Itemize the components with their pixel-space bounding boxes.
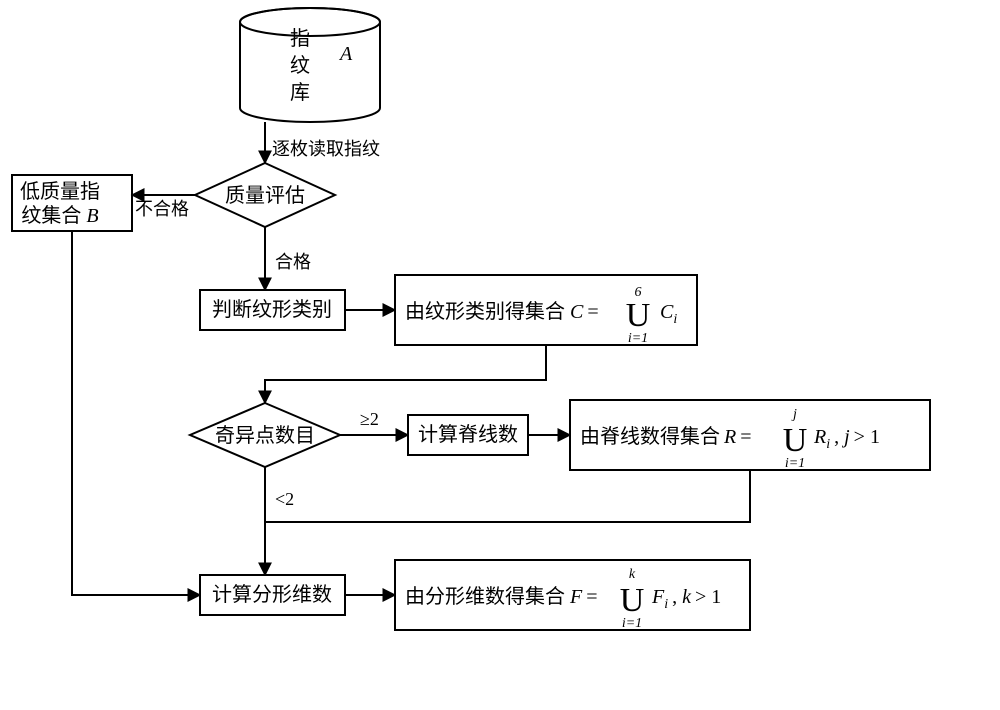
ridge-label: 计算脊线数: [418, 423, 518, 446]
setF-union: U: [620, 582, 645, 619]
singular-label: 奇异点数目: [215, 424, 315, 447]
quality-diamond: 质量评估: [195, 163, 335, 227]
edge-db-quality-label: 逐枚读取指纹: [272, 139, 380, 159]
pattern-label: 判断纹形类别: [212, 298, 332, 321]
edge-setC-singular: [265, 345, 546, 403]
setR-union-bot: i=1: [785, 456, 805, 471]
setC-text: 由纹形类别得集合 C =: [405, 300, 599, 323]
db-line3: 库: [290, 81, 310, 104]
edge-lowq-fractal: [72, 231, 200, 595]
pattern-rect: 判断纹形类别: [200, 290, 345, 330]
lowq-line2: 纹集合 B: [21, 204, 98, 227]
setR-rect: 由脊线数得集合 R = U j i=1 Ri , j > 1: [570, 400, 930, 471]
edge-quality-pattern-label: 合格: [275, 252, 311, 272]
db-cylinder: 指 纹 库 A: [240, 8, 380, 122]
setC-union-bot: i=1: [628, 331, 648, 346]
setR-union: U: [783, 422, 808, 459]
db-line2: 纹: [290, 54, 310, 77]
singular-diamond: 奇异点数目: [190, 403, 340, 467]
edge-quality-lowq-label: 不合格: [135, 199, 189, 219]
setF-text: 由分形维数得集合 F =: [405, 585, 598, 608]
setF-rect: 由分形维数得集合 F = U k i=1 Fi , k > 1: [395, 560, 750, 631]
setC-rect: 由纹形类别得集合 C = U 6 i=1 Ci: [395, 275, 697, 346]
fractal-label: 计算分形维数: [212, 583, 332, 606]
lowq-line1: 低质量指: [20, 180, 100, 203]
setC-union-top: 6: [635, 285, 642, 300]
setF-union-top: k: [629, 567, 636, 582]
setR-text: 由脊线数得集合 R =: [580, 425, 752, 448]
quality-label: 质量评估: [225, 184, 305, 207]
lowq-rect: 低质量指 纹集合 B: [12, 175, 132, 231]
setF-union-bot: i=1: [622, 616, 642, 631]
db-side-label: A: [338, 43, 353, 65]
edge-singular-fractal-label: <2: [275, 489, 294, 509]
ridge-rect: 计算脊线数: [408, 415, 528, 455]
setC-union: U: [626, 297, 651, 334]
db-line1: 指: [290, 27, 310, 50]
fractal-rect: 计算分形维数: [200, 575, 345, 615]
edge-setR-fractal: [265, 470, 750, 522]
edge-singular-ridge-label: ≥2: [360, 409, 379, 429]
